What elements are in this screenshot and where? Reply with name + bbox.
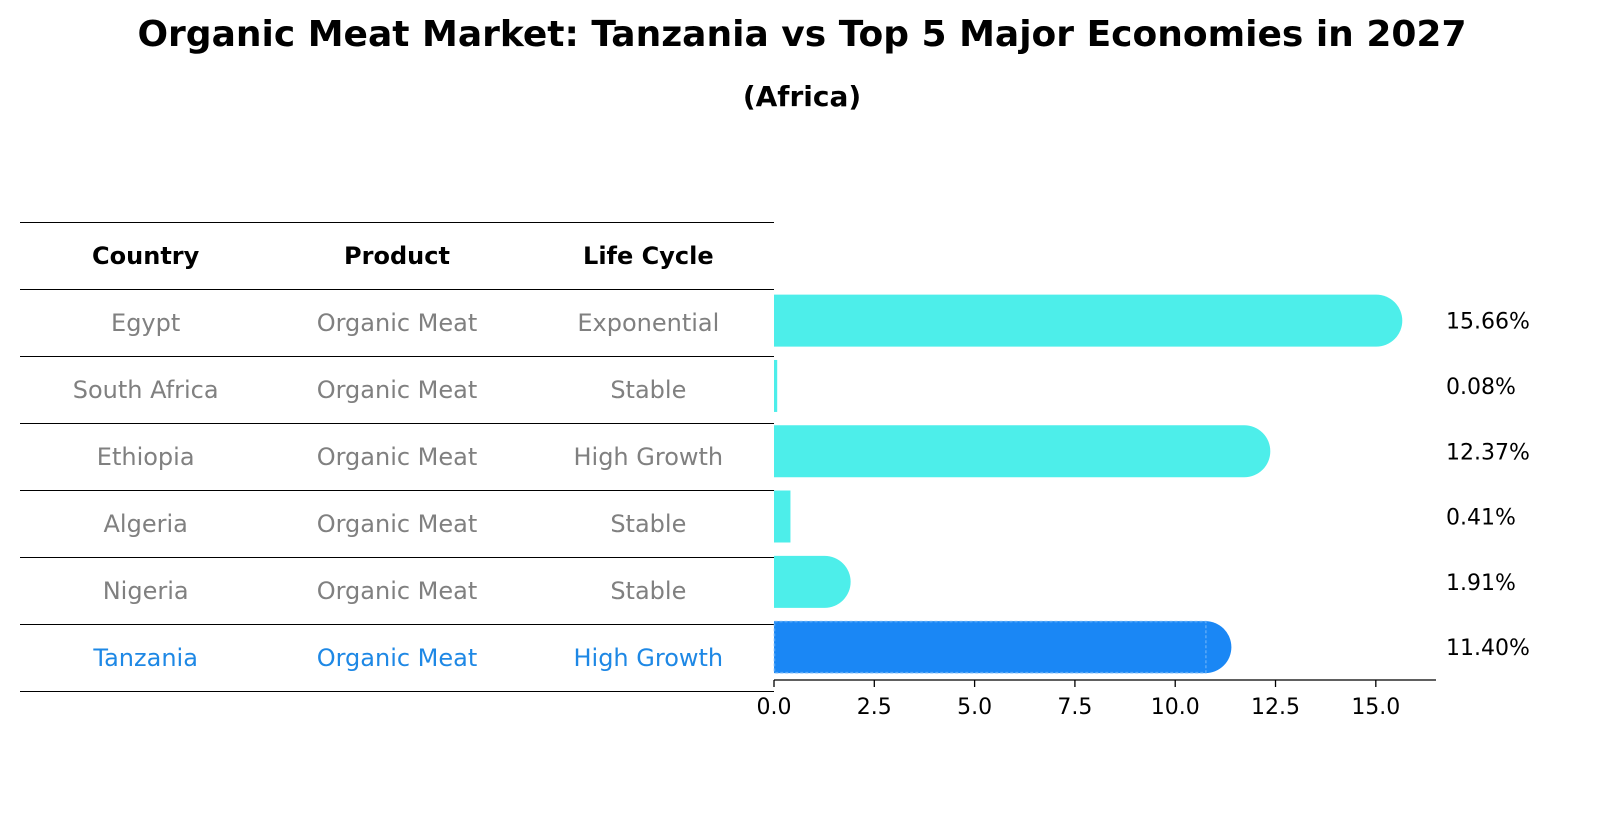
bar-algeria <box>774 490 791 543</box>
table-row: South Africa Organic Meat Stable <box>20 356 774 424</box>
cell-country: Ethiopia <box>20 423 272 491</box>
cell-product: Organic Meat <box>271 624 523 692</box>
data-label: 0.41% <box>1446 506 1516 531</box>
cell-life-cycle: Stable <box>522 490 774 558</box>
table-row: Egypt Organic Meat Exponential <box>20 289 774 357</box>
chart-subtitle: (Africa) <box>742 80 862 113</box>
cell-life-cycle: High Growth <box>522 624 774 692</box>
chart-title: Organic Meat Market: Tanzania vs Top 5 M… <box>137 14 1467 55</box>
data-label: 1.91% <box>1446 571 1516 596</box>
table-row: Algeria Organic Meat Stable <box>20 490 774 558</box>
cell-country: Tanzania <box>20 624 272 692</box>
cell-country: Nigeria <box>20 557 272 625</box>
bar-ethiopia <box>774 425 1271 478</box>
table-row: Ethiopia Organic Meat High Growth <box>20 423 774 491</box>
table-row: Nigeria Organic Meat Stable <box>20 557 774 625</box>
cell-life-cycle: Stable <box>522 356 774 424</box>
data-label: 0.08% <box>1446 375 1516 400</box>
bar-nigeria <box>774 555 851 608</box>
bar-egypt <box>774 294 1403 347</box>
header-product: Product <box>271 222 523 290</box>
country-table: Country Product Life Cycle Egypt Organic… <box>20 222 774 692</box>
data-label: 12.37% <box>1446 440 1530 465</box>
bar-south-africa <box>774 359 778 412</box>
data-label: 11.40% <box>1446 636 1530 661</box>
cell-country: Algeria <box>20 490 272 558</box>
x-tick-label: 7.5 <box>1057 695 1092 720</box>
cell-product: Organic Meat <box>271 557 523 625</box>
cell-product: Organic Meat <box>271 356 523 424</box>
cell-life-cycle: Exponential <box>522 289 774 357</box>
x-tick-label: 12.5 <box>1251 695 1300 720</box>
cell-product: Organic Meat <box>271 289 523 357</box>
table-header-row: Country Product Life Cycle <box>20 222 774 290</box>
cell-country: Egypt <box>20 289 272 357</box>
header-life-cycle: Life Cycle <box>522 222 774 290</box>
x-tick-label: 0.0 <box>757 695 792 720</box>
cell-life-cycle: High Growth <box>522 423 774 491</box>
cell-life-cycle: Stable <box>522 557 774 625</box>
bar-tanzania <box>774 621 1232 674</box>
highlight-bar-outline <box>773 620 1207 674</box>
cell-country: South Africa <box>20 356 272 424</box>
x-tick-label: 15.0 <box>1351 695 1400 720</box>
cell-product: Organic Meat <box>271 490 523 558</box>
x-tick-label: 10.0 <box>1151 695 1200 720</box>
x-tick-label: 2.5 <box>857 695 892 720</box>
x-tick-label: 5.0 <box>957 695 992 720</box>
cell-product: Organic Meat <box>271 423 523 491</box>
header-country: Country <box>20 222 272 290</box>
data-label: 15.66% <box>1446 310 1530 335</box>
table-row-highlight: Tanzania Organic Meat High Growth <box>20 624 774 692</box>
